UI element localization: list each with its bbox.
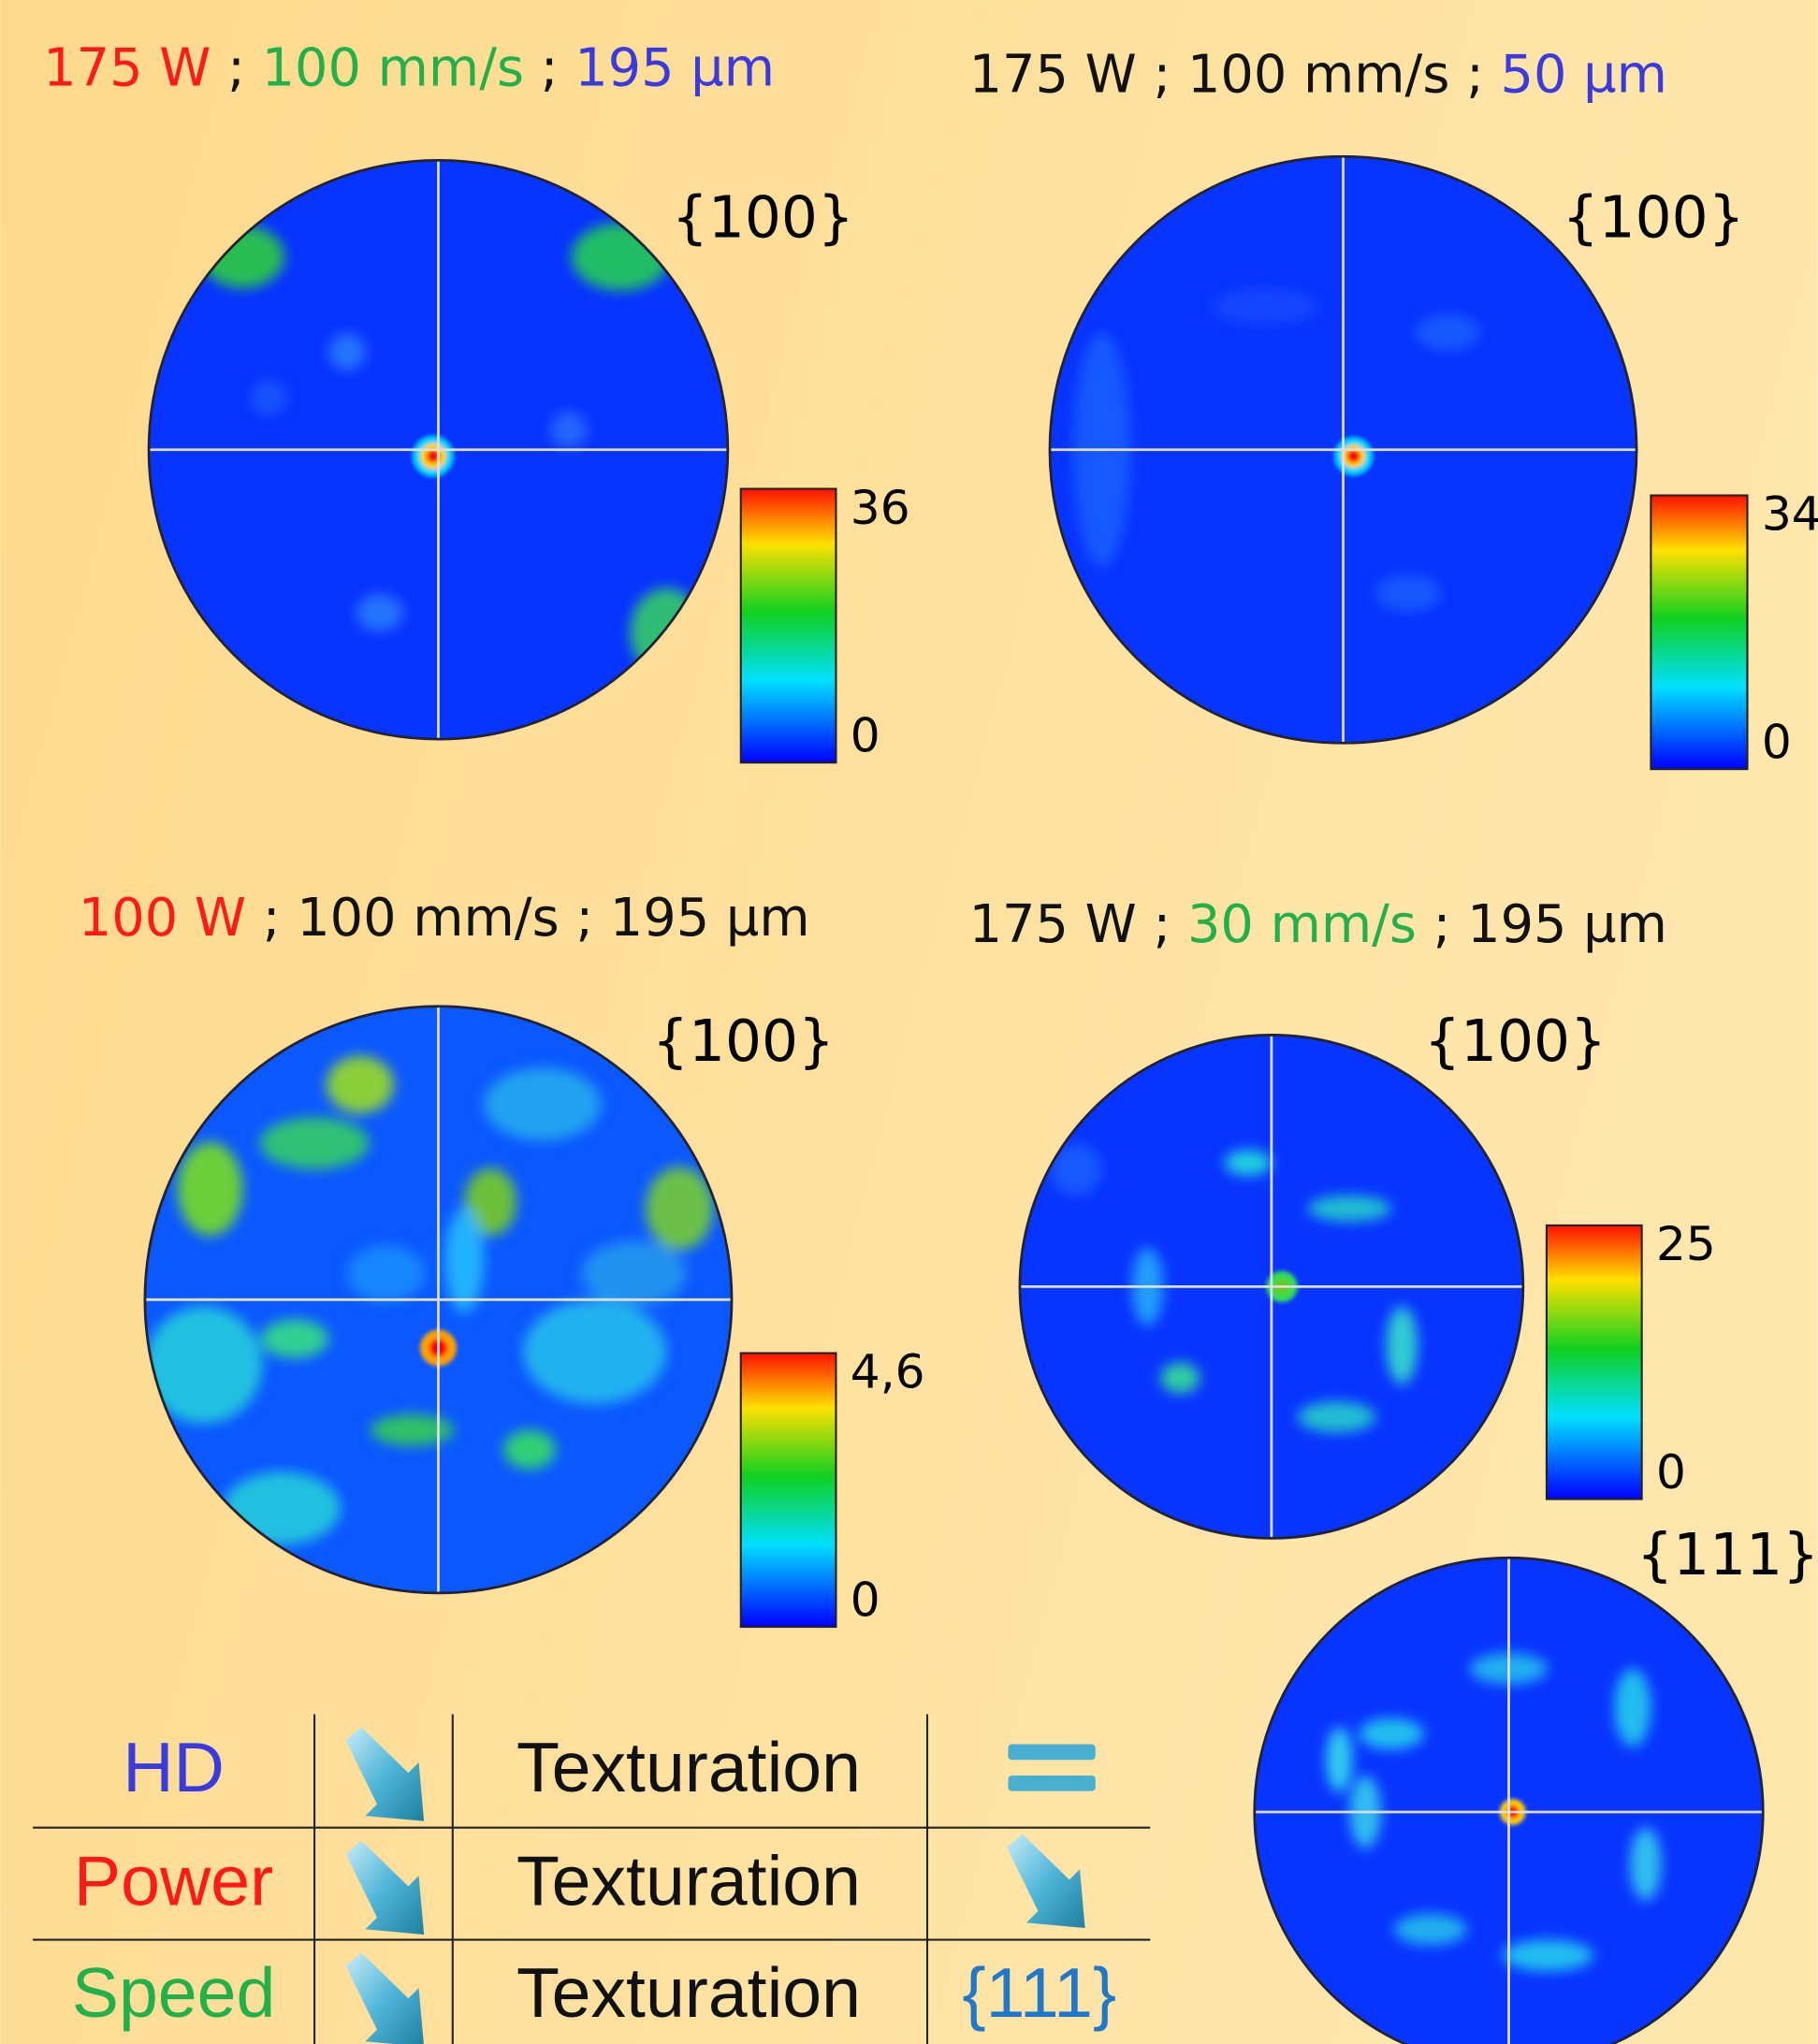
title-segment: 175 W ; xyxy=(969,894,1187,955)
panel-title: 175 W ; 30 mm/s ; 195 µm xyxy=(969,894,1667,955)
peak xyxy=(1346,449,1360,463)
colorbar-min: 0 xyxy=(851,1572,880,1627)
intensity-blobs xyxy=(144,1055,714,1545)
title-segment: ; 100 mm/s ; 195 µm xyxy=(246,888,810,949)
panel-title: 100 W ; 100 mm/s ; 195 µm xyxy=(79,888,810,949)
blob xyxy=(1307,1195,1392,1222)
row-name: Power xyxy=(74,1841,273,1920)
blob xyxy=(1359,1718,1424,1750)
title-segment: 50 µm xyxy=(1501,45,1667,106)
blob xyxy=(550,412,588,449)
blob xyxy=(1415,313,1480,351)
title-segment: ; 195 µm xyxy=(1417,894,1667,955)
title-segment: 100 mm/s xyxy=(262,38,524,99)
center-peak xyxy=(412,435,455,478)
colorbar-max: 34 xyxy=(1762,486,1818,542)
colorbar-min: 0 xyxy=(1656,1444,1686,1500)
colorbar-max: 4,6 xyxy=(851,1344,925,1399)
blob xyxy=(1326,1727,1353,1793)
blob xyxy=(259,1117,370,1169)
blob xyxy=(503,1429,556,1470)
title-segment: 175 W ; 100 mm/s ; xyxy=(969,45,1501,106)
equal-icon xyxy=(1008,1775,1096,1791)
title-segment: 100 W xyxy=(79,888,246,949)
blob xyxy=(1375,574,1442,612)
down-arrow-icon xyxy=(345,1727,425,1821)
title-segment: 175 W xyxy=(43,38,211,99)
pole-label: {100} xyxy=(1563,184,1745,251)
colorbar xyxy=(1545,1224,1643,1500)
down-arrow-icon xyxy=(1007,1834,1085,1928)
blob xyxy=(1297,1401,1376,1433)
blob xyxy=(370,1413,455,1446)
content: 175 W ; 100 mm/s ; 195 µm {100} 36 0 175 W ;… xyxy=(33,38,1818,2044)
blob xyxy=(1160,1362,1200,1394)
title-segment: 195 µm xyxy=(574,38,775,99)
blob xyxy=(1049,1143,1102,1196)
pole-figure xyxy=(149,160,728,740)
colorbar xyxy=(739,487,837,764)
blob xyxy=(484,1067,602,1141)
pole-label: {100} xyxy=(672,184,854,251)
pole-figure xyxy=(1049,156,1637,744)
row-name: HD xyxy=(123,1728,225,1806)
pole-outline xyxy=(1253,1556,1765,2044)
row-result: {111} xyxy=(963,1953,1117,2032)
blob xyxy=(177,1141,243,1237)
blob xyxy=(1630,1827,1662,1901)
blob xyxy=(250,379,287,416)
colorbar-max: 36 xyxy=(851,480,910,535)
peak xyxy=(426,449,440,463)
title-segment: ; xyxy=(524,38,574,99)
blob xyxy=(144,1306,263,1424)
pole-figure xyxy=(1019,1035,1523,1539)
pole-outline xyxy=(1048,154,1638,745)
row-name: Speed xyxy=(72,1953,276,2032)
blob xyxy=(260,1319,329,1359)
pole-outline xyxy=(147,159,730,741)
panel-title: 175 W ; 100 mm/s ; 195 µm xyxy=(43,38,775,99)
pole-outline xyxy=(1018,1034,1525,1540)
blob xyxy=(1386,1306,1418,1384)
blob xyxy=(1224,1150,1272,1176)
blob xyxy=(523,1299,667,1404)
colorbar-max: 25 xyxy=(1656,1216,1716,1271)
row-property: Texturation xyxy=(516,1841,861,1920)
row-property: Texturation xyxy=(516,1728,861,1806)
blob xyxy=(581,1240,687,1307)
blob xyxy=(326,1055,395,1114)
down-arrow-icon xyxy=(345,1952,424,2044)
center-peak xyxy=(1333,436,1374,476)
pole-label: {111} xyxy=(1636,1522,1818,1588)
pole-figure xyxy=(1254,1558,1764,2044)
blob xyxy=(646,1167,714,1251)
blob xyxy=(444,1208,485,1313)
pole-outline xyxy=(143,1005,734,1595)
colorbar-min: 0 xyxy=(851,708,880,763)
blob xyxy=(356,594,403,631)
colorbar-min: 0 xyxy=(1762,715,1792,770)
blob xyxy=(1502,1939,1594,1971)
blob xyxy=(328,333,366,370)
pole-figure xyxy=(144,1006,732,1593)
colorbar xyxy=(739,1352,837,1629)
title-segment: 30 mm/s xyxy=(1187,894,1417,955)
blob xyxy=(1213,287,1317,325)
row-property: Texturation xyxy=(516,1953,861,2032)
blob xyxy=(346,1244,426,1303)
pole-label: {100} xyxy=(652,1008,835,1075)
blob xyxy=(464,1167,517,1237)
title-segment: ; xyxy=(211,38,261,99)
blob xyxy=(1614,1668,1651,1747)
pole-label: {100} xyxy=(1424,1008,1607,1075)
colorbar xyxy=(1650,494,1749,771)
panel-title: 175 W ; 100 mm/s ; 50 µm xyxy=(969,45,1667,106)
blob xyxy=(1393,1913,1467,1946)
down-arrow-icon xyxy=(345,1840,425,1935)
equal-icon xyxy=(1008,1744,1096,1761)
